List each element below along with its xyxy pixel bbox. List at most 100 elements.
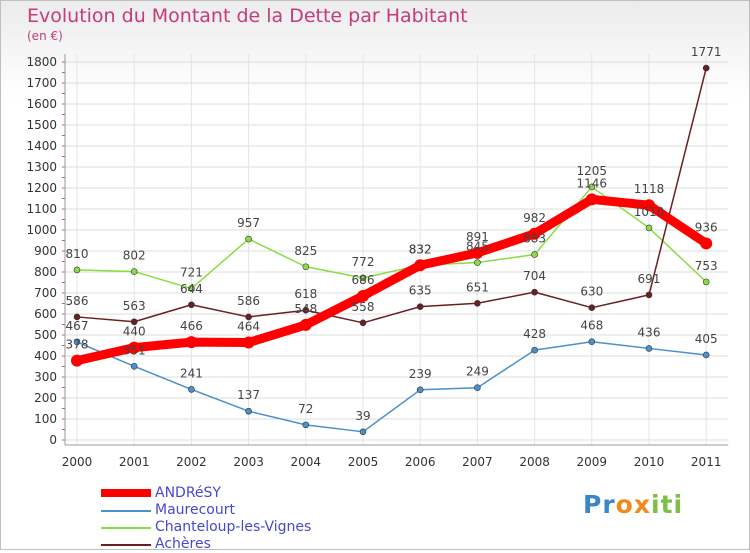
data-label-ach-res: 644 — [180, 282, 203, 296]
y-tick-label: 1100 — [26, 202, 57, 216]
data-labels: 810 802 721 957 825 772 832 845 883 1205 1010 753 46… — [66, 45, 722, 423]
y-tick-label: 1000 — [26, 223, 57, 237]
series-line-ach-res — [76, 67, 707, 324]
logo-letter: i — [673, 490, 684, 519]
legend-label-maurecourt: Maurecourt — [155, 502, 235, 518]
x-tick-label: 2000 — [62, 455, 93, 469]
data-point-ach-res — [645, 291, 653, 299]
data-label-chanteloup-les-vignes: 753 — [695, 259, 718, 273]
logo-letter: x — [633, 490, 651, 519]
data-label-maurecourt: 351 — [123, 343, 146, 357]
data-label-maurecourt: 249 — [466, 365, 489, 379]
series-line-chanteloup-les-vignes — [76, 186, 707, 290]
legend-swatch-maurecourt — [101, 510, 151, 512]
data-label-chanteloup-les-vignes: 721 — [180, 266, 203, 280]
legend-item-chanteloup: Chanteloup-les-Vignes — [101, 519, 361, 536]
data-point-andr-sy — [471, 246, 484, 259]
data-point-chanteloup-les-vignes — [702, 278, 710, 286]
data-point-chanteloup-les-vignes — [531, 251, 538, 258]
data-label-chanteloup-les-vignes: 1010 — [634, 205, 665, 219]
x-tick-label: 2003 — [233, 455, 264, 469]
data-point-chanteloup-les-vignes — [645, 224, 653, 232]
data-point-maurecourt — [588, 338, 596, 346]
data-label-andr-sy: 378 — [66, 338, 89, 352]
data-label-chanteloup-les-vignes: 883 — [523, 232, 546, 246]
data-point-andr-sy — [71, 354, 83, 367]
data-label-ach-res: 1771 — [691, 45, 722, 59]
data-label-chanteloup-les-vignes: 957 — [237, 216, 260, 230]
logo-letter: i — [651, 490, 661, 519]
data-label-andr-sy: 686 — [352, 273, 375, 287]
logo-letter: t — [660, 490, 674, 519]
data-label-ach-res: 586 — [66, 294, 89, 308]
data-label-maurecourt: 467 — [66, 319, 89, 333]
data-point-chanteloup-les-vignes — [359, 274, 367, 282]
data-label-ach-res: 635 — [409, 284, 432, 298]
data-point-ach-res — [359, 319, 367, 327]
data-point-maurecourt — [645, 345, 653, 352]
logo-letter: r — [602, 490, 616, 519]
series-line-andr-sy — [72, 194, 711, 366]
data-label-chanteloup-les-vignes: 772 — [352, 255, 375, 269]
data-label-ach-res: 691 — [638, 272, 661, 286]
data-label-ach-res: 630 — [580, 285, 603, 299]
legend: ANDRéSY Maurecourt Chanteloup-les-Vignes… — [101, 485, 361, 553]
data-label-andr-sy: 464 — [237, 320, 260, 334]
data-label-andr-sy: 1146 — [577, 176, 608, 190]
legend-label-andresy: ANDRéSY — [155, 485, 221, 501]
data-point-andr-sy — [528, 227, 541, 240]
logo-letter: o — [615, 490, 634, 519]
data-label-andr-sy: 466 — [180, 319, 203, 333]
data-point-ach-res — [188, 301, 195, 309]
proxiti-logo: Proxiti — [583, 490, 683, 519]
x-tick-label: 2011 — [691, 455, 722, 469]
data-point-andr-sy — [185, 336, 198, 349]
data-point-ach-res — [588, 304, 596, 312]
series-line-maurecourt — [76, 340, 707, 433]
data-label-chanteloup-les-vignes: 832 — [409, 242, 432, 256]
data-point-maurecourt — [702, 351, 710, 359]
data-point-chanteloup-les-vignes — [302, 263, 310, 271]
y-tick-label: 1600 — [26, 97, 57, 111]
data-label-maurecourt: 241 — [180, 366, 203, 380]
data-label-maurecourt: 468 — [580, 319, 603, 333]
data-label-chanteloup-les-vignes: 825 — [294, 244, 317, 258]
x-tick-label: 2002 — [176, 455, 207, 469]
data-label-chanteloup-les-vignes: 845 — [466, 240, 489, 254]
x-tick-label: 2007 — [462, 455, 493, 469]
data-point-andr-sy — [242, 336, 255, 349]
data-label-chanteloup-les-vignes: 802 — [123, 249, 146, 263]
data-point-chanteloup-les-vignes — [588, 183, 596, 191]
data-label-chanteloup-les-vignes: 810 — [66, 247, 89, 261]
y-tick-label: 1500 — [26, 118, 57, 132]
y-tick-label: 500 — [34, 328, 57, 342]
x-tick-label: 2008 — [519, 455, 550, 469]
y-axis-ticks: 0 100 200 300 400 500 600 700 800 900 1000 1100 1200… — [26, 55, 57, 447]
data-label-andr-sy: 1118 — [634, 182, 665, 196]
data-point-ach-res — [416, 303, 424, 310]
data-point-andr-sy — [643, 199, 655, 212]
data-point-chanteloup-les-vignes — [130, 268, 138, 275]
y-tick-label: 200 — [34, 391, 57, 405]
legend-label-acheres: Achères — [155, 536, 211, 552]
data-label-ach-res: 704 — [523, 269, 546, 283]
y-tick-label: 1200 — [26, 181, 57, 195]
data-point-andr-sy — [357, 289, 369, 302]
y-tick-label: 300 — [34, 370, 57, 384]
data-point-maurecourt — [359, 428, 367, 436]
data-point-ach-res — [73, 313, 81, 321]
series-lines — [71, 64, 713, 436]
data-point-maurecourt — [531, 346, 538, 354]
y-tick-label: 700 — [34, 286, 57, 300]
legend-item-andresy: ANDRéSY — [101, 485, 361, 502]
y-tick-label: 1300 — [26, 160, 57, 174]
data-label-andr-sy: 440 — [123, 325, 146, 339]
chart-subtitle: (en €) — [27, 29, 63, 43]
legend-swatch-andresy — [101, 489, 151, 497]
data-point-chanteloup-les-vignes — [474, 259, 481, 266]
data-point-andr-sy — [128, 341, 141, 354]
y-tick-label: 100 — [34, 412, 57, 426]
data-point-maurecourt — [188, 386, 195, 393]
